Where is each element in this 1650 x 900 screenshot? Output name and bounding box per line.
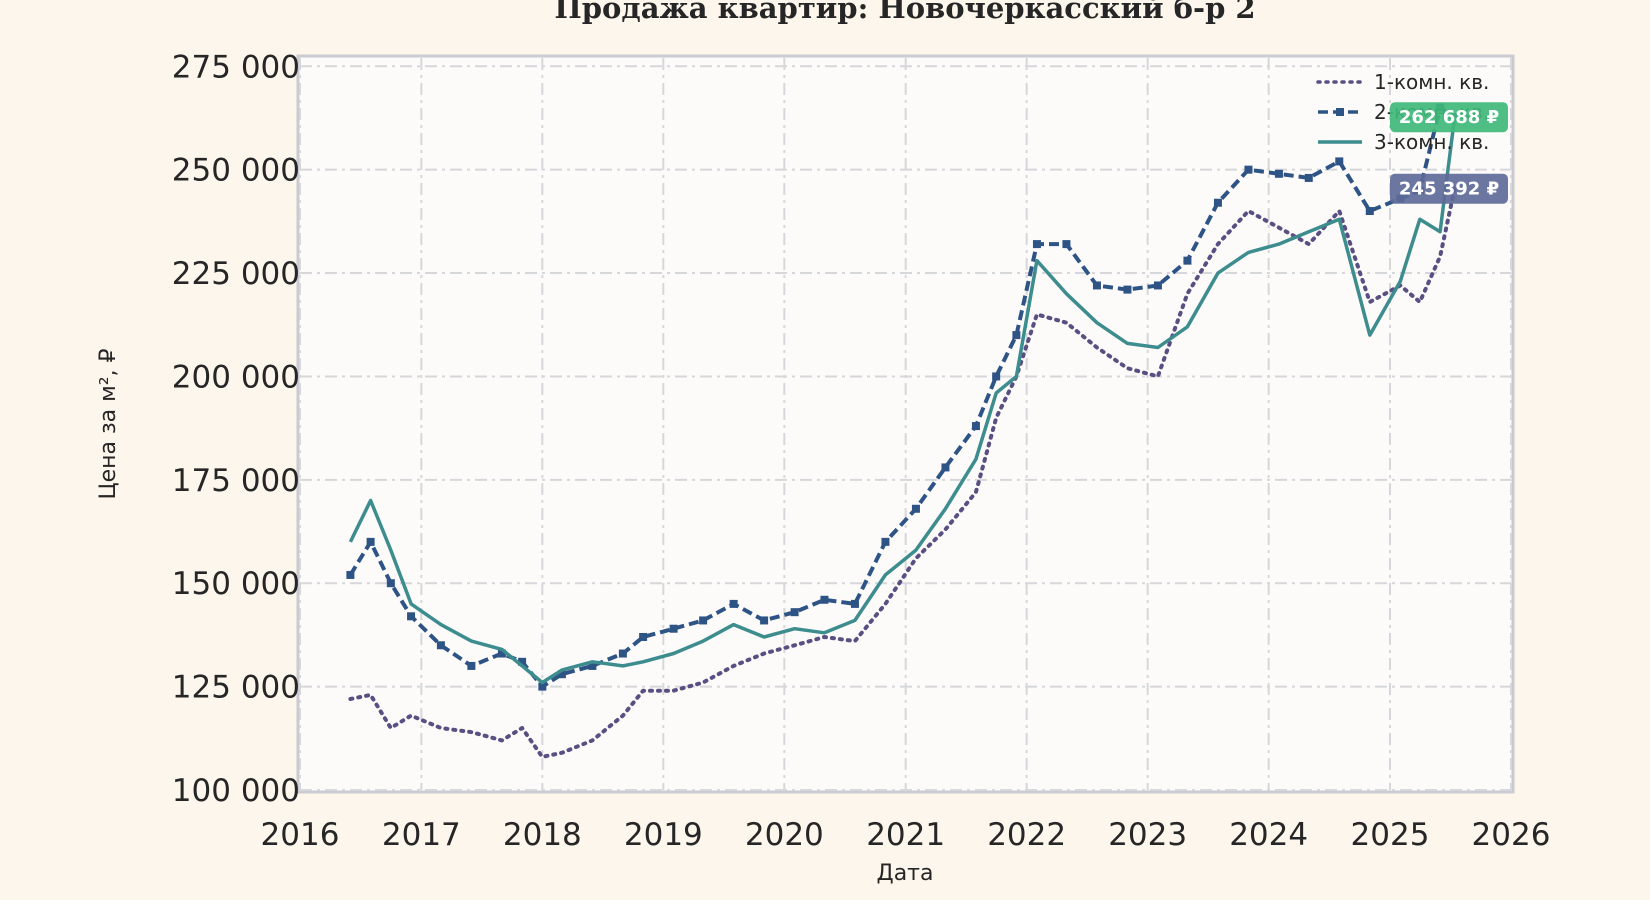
- x-tick-label: 2020: [745, 817, 824, 853]
- legend-marker: [1336, 108, 1344, 116]
- x-tick-label: 2017: [382, 817, 461, 853]
- series-2-marker: [1213, 198, 1222, 207]
- series-2-marker: [941, 463, 950, 472]
- y-tick-label: 250 000: [172, 153, 300, 189]
- series-line-1: [348, 186, 1457, 759]
- chart-title: Продажа квартир: Новочеркасский б-р 2: [554, 0, 1255, 25]
- series-2-marker: [1092, 281, 1101, 290]
- x-tick-label: 2018: [503, 817, 582, 853]
- series-2-marker: [1123, 285, 1132, 294]
- series-line-3: [348, 116, 1457, 685]
- x-tick-label: 2021: [866, 817, 945, 853]
- annotations: 262 688 ₽ 245 392 ₽: [1390, 102, 1508, 204]
- y-axis-label: Цена за м², ₽: [96, 348, 121, 499]
- value-badge-label-1: 262 688 ₽: [1399, 107, 1499, 128]
- series-2-marker: [992, 372, 1001, 381]
- series-2-marker: [557, 670, 566, 679]
- x-tick-label: 2022: [987, 817, 1066, 853]
- series-2-marker: [346, 570, 355, 579]
- series-2-marker: [497, 649, 506, 658]
- series-2-marker: [1012, 331, 1021, 340]
- legend-label-3: 3-комн. кв.: [1374, 130, 1489, 154]
- y-tick-label: 175 000: [172, 463, 300, 499]
- y-tick-label: 200 000: [172, 359, 300, 395]
- series-2-marker: [911, 504, 920, 513]
- y-axis: 100 000 125 000 150 000 175 000 200 000 225 0…: [172, 49, 300, 809]
- series-2-marker: [729, 599, 738, 608]
- series-2-marker: [1244, 165, 1253, 174]
- series-2-marker: [790, 608, 799, 617]
- series-2-marker: [436, 641, 445, 650]
- series-layer: [346, 103, 1459, 759]
- series-2-marker: [820, 595, 829, 604]
- value-badge-2: [1390, 173, 1508, 204]
- series-2-marker: [760, 616, 769, 625]
- series-line-2: [348, 105, 1456, 689]
- series-2-marker: [699, 616, 708, 625]
- x-tick-label: 2019: [624, 817, 703, 853]
- x-tick-label: 2026: [1472, 817, 1551, 853]
- series-2-marker: [467, 661, 476, 670]
- series-2-marker: [1304, 173, 1313, 182]
- series-2-marker: [588, 661, 597, 670]
- y-tick-label: 225 000: [172, 256, 300, 292]
- series-2-marker: [1365, 207, 1374, 216]
- series-2-marker: [366, 537, 375, 546]
- series-2-marker: [1062, 240, 1071, 249]
- x-tick-label: 2016: [261, 817, 340, 853]
- series-2-marker: [639, 632, 648, 641]
- series-2-marker: [407, 612, 416, 621]
- series-2-marker: [669, 624, 678, 633]
- x-tick-label: 2023: [1108, 817, 1187, 853]
- x-tick-label: 2024: [1229, 817, 1308, 853]
- grid: [299, 58, 1512, 791]
- y-tick-label: 125 000: [172, 670, 300, 706]
- y-tick-label: 100 000: [172, 773, 300, 809]
- series-2-marker: [971, 422, 980, 431]
- y-tick-label: 150 000: [172, 566, 300, 602]
- y-tick-label: 275 000: [172, 49, 300, 85]
- value-badge-1: [1390, 102, 1508, 133]
- x-tick-label: 2025: [1351, 817, 1430, 853]
- series-2-marker: [1153, 281, 1162, 290]
- series-2-marker: [850, 599, 859, 608]
- series-2-marker: [1032, 240, 1041, 249]
- series-2-marker: [1183, 256, 1192, 265]
- x-axis-label: Дата: [877, 861, 934, 886]
- series-2-marker: [518, 657, 527, 666]
- x-axis: 2016 2017 2018 2019 2020 2021 2022 2023 2024 2025…: [261, 817, 1551, 853]
- series-2-marker: [1335, 157, 1344, 166]
- series-2-marker: [881, 537, 890, 546]
- value-badge-label-2: 245 392 ₽: [1399, 179, 1499, 200]
- series-2-marker: [1274, 169, 1283, 178]
- series-2-marker: [386, 579, 395, 588]
- series-2-marker: [618, 649, 627, 658]
- legend-label-1: 1-комн. кв.: [1374, 70, 1489, 94]
- series-2-marker: [538, 682, 547, 691]
